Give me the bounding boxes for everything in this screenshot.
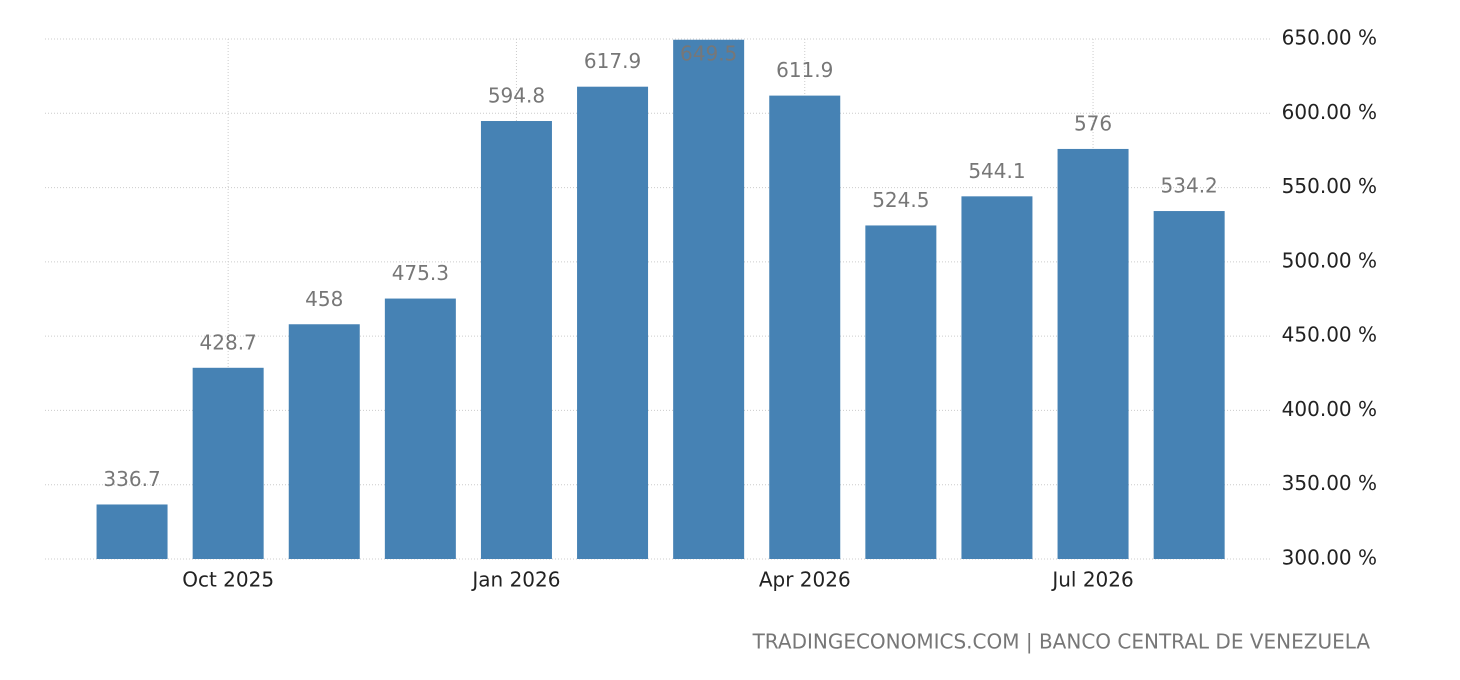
y-tick-label: 450.00 % [1282, 323, 1377, 347]
y-tick-label: 650.00 % [1282, 26, 1377, 50]
x-tick-label: Apr 2026 [759, 568, 851, 592]
bar [865, 225, 937, 559]
bar [288, 324, 360, 559]
value-label: 458 [305, 287, 343, 311]
bar [192, 367, 264, 559]
y-tick-label: 500.00 % [1282, 248, 1377, 272]
bar [384, 298, 456, 559]
value-label: 544.1 [968, 159, 1025, 183]
value-label: 649.5 [680, 42, 737, 66]
value-label: 475.3 [392, 261, 449, 285]
value-label: 617.9 [584, 49, 641, 73]
value-label: 594.8 [488, 84, 545, 108]
y-tick-label: 350.00 % [1282, 471, 1377, 495]
value-label: 611.9 [776, 58, 833, 82]
bar [673, 39, 745, 559]
bar [961, 196, 1033, 559]
bar [480, 121, 552, 560]
value-label: 428.7 [200, 330, 257, 354]
source: TRADINGECONOMICS.COM | BANCO CENTRAL DE … [752, 630, 1371, 654]
y-tick-label: 300.00 % [1282, 546, 1377, 570]
x-tick-label: Jul 2026 [1050, 568, 1133, 592]
y-tick-label: 600.00 % [1282, 100, 1377, 124]
bar [577, 86, 649, 559]
x-tick-label: Jan 2026 [470, 568, 560, 592]
bar [1153, 211, 1225, 559]
bar [769, 95, 841, 559]
value-label: 336.7 [103, 467, 160, 491]
bar [96, 504, 168, 559]
y-tick-label: 550.00 % [1282, 174, 1377, 198]
x-tick-label: Oct 2025 [182, 568, 274, 592]
bar [1057, 148, 1129, 559]
value-label: 534.2 [1161, 174, 1218, 198]
y-tick-label: 400.00 % [1282, 397, 1377, 421]
value-label: 524.5 [872, 188, 929, 212]
value-label: 576 [1074, 111, 1112, 135]
